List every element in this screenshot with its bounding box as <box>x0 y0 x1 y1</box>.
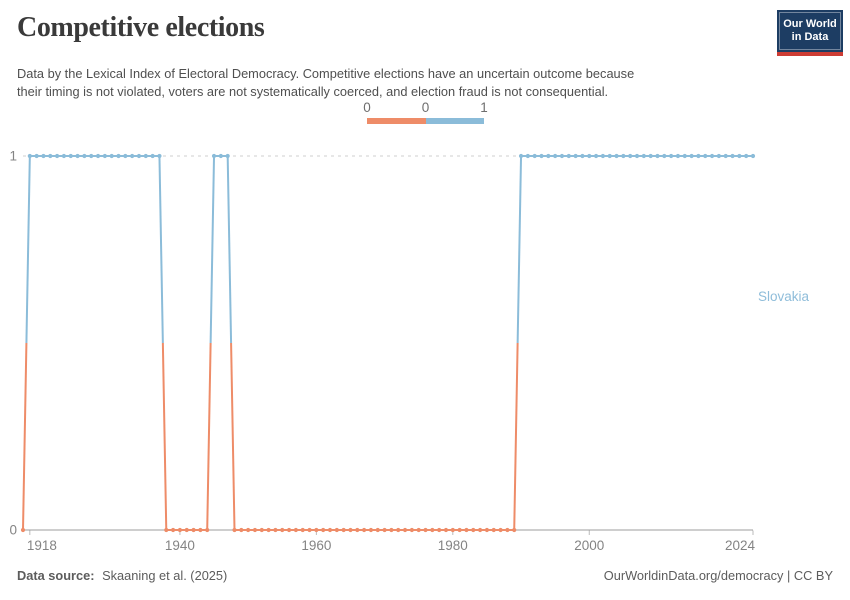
owid-logo-line2: in Data <box>791 30 829 43</box>
legend-bar-segment-1[interactable] <box>425 118 484 124</box>
color-legend: 0 0 1 <box>363 100 488 124</box>
chart-subtitle: Data by the Lexical Index of Electoral D… <box>17 65 635 99</box>
series-line-slovakia[interactable] <box>20 153 756 533</box>
svg-text:2000: 2000 <box>574 538 604 553</box>
series-label-slovakia[interactable]: Slovakia <box>758 289 810 304</box>
owid-logo-line1: Our World <box>783 18 837 30</box>
chart-title: Competitive elections <box>17 12 265 43</box>
footer: Data source: Skaaning et al. (2025) OurW… <box>17 567 833 584</box>
data-source-label: Data source: <box>17 568 95 583</box>
owid-logo[interactable]: Our World in Data <box>777 10 843 56</box>
x-axis: 1918 1940 1960 1980 2000 2024 <box>27 530 756 553</box>
data-source: Data source: Skaaning et al. (2025) <box>17 567 227 584</box>
svg-text:1960: 1960 <box>301 538 331 553</box>
svg-text:1: 1 <box>9 149 17 164</box>
svg-text:0: 0 <box>9 523 17 538</box>
legend-label-min: 0 <box>363 100 371 115</box>
owid-logo-red-strip <box>777 52 843 56</box>
owid-logo-box: Our World in Data <box>777 10 843 52</box>
svg-text:1980: 1980 <box>438 538 468 553</box>
chart-canvas[interactable]: 01 1918 1940 1960 1980 2000 2024 <box>0 140 850 560</box>
legend-bar-segment-0[interactable] <box>367 118 426 124</box>
svg-text:1940: 1940 <box>165 538 195 553</box>
legend-label-max: 1 <box>480 100 488 115</box>
gridlines: 01 <box>9 149 753 538</box>
data-source-value: Skaaning et al. (2025) <box>102 568 228 583</box>
legend-label-mid: 0 <box>421 100 430 115</box>
svg-text:2024: 2024 <box>725 538 756 553</box>
footer-license-link[interactable]: OurWorldinData.org/democracy | CC BY <box>603 568 833 583</box>
legend-bar <box>367 118 484 124</box>
svg-text:1918: 1918 <box>27 538 57 553</box>
